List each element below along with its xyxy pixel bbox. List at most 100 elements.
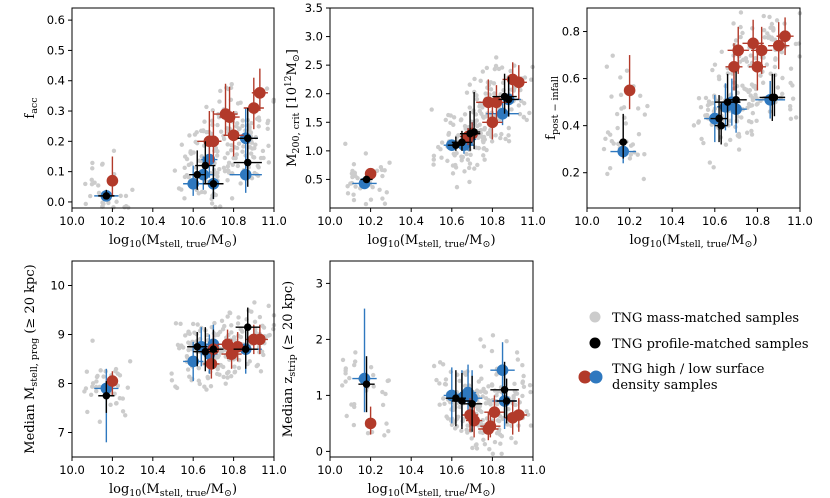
- legend-marker-profile-matched: [589, 337, 601, 349]
- axes-frame: [71, 260, 275, 458]
- sample-dot: [370, 185, 375, 190]
- sample-dot: [474, 93, 479, 98]
- sample-dot: [90, 160, 95, 166]
- sample-dot: [232, 337, 237, 343]
- data-point: [183, 341, 204, 382]
- point-marker: [231, 340, 244, 353]
- point-marker: [770, 93, 779, 102]
- sample-dot: [219, 318, 225, 323]
- sample-dot: [89, 181, 95, 187]
- y-tick-label: 0.3: [47, 104, 65, 118]
- sample-dot: [488, 399, 493, 404]
- sample-dot: [194, 141, 200, 146]
- y-tick-label: 2: [316, 332, 323, 346]
- sample-dot: [499, 434, 505, 439]
- sample-dot: [344, 413, 349, 419]
- point-marker: [468, 400, 476, 408]
- sample-dot: [489, 383, 495, 388]
- x-tick-label: 10.0: [59, 463, 85, 477]
- data-point: [364, 406, 377, 435]
- data-point: [466, 403, 483, 438]
- sample-dot: [118, 193, 123, 199]
- panel-fpost: 10.0 10.2 10.4 10.6 10.8 11.0 0.2 0.4 0.6 0.8 log1…: [544, 7, 813, 250]
- sample-dot: [522, 101, 527, 106]
- sample-dot: [506, 139, 512, 144]
- point-marker: [364, 417, 377, 430]
- sample-dot: [182, 154, 188, 159]
- y-tick-label: 1.0: [305, 144, 323, 158]
- sample-dot: [343, 368, 348, 373]
- sample-dot: [183, 333, 188, 338]
- sample-dot: [472, 89, 477, 95]
- sample-dot: [603, 136, 608, 141]
- sample-dot: [524, 409, 529, 414]
- x-tick-label: 10.2: [358, 214, 384, 228]
- sample-dot: [349, 180, 355, 186]
- sample-dot: [747, 87, 753, 93]
- sample-dot: [475, 162, 480, 168]
- x-tick-label: 10.4: [140, 214, 166, 228]
- sample-dot: [615, 125, 620, 131]
- y-tick-label: 0: [316, 444, 323, 458]
- sample-dot: [213, 192, 219, 198]
- sample-dot: [184, 353, 190, 359]
- sample-dot: [179, 142, 185, 147]
- sample-dot: [235, 321, 241, 326]
- sample-dot: [514, 391, 520, 396]
- sample-dot: [235, 163, 241, 169]
- sample-dot: [489, 348, 495, 354]
- sample-dot: [378, 164, 384, 170]
- sample-dot: [448, 113, 453, 118]
- x-axis-label: log10(Mstell, true/M⊙): [367, 482, 495, 498]
- sample-dot: [363, 201, 369, 207]
- sample-dot: [520, 393, 525, 399]
- sample-dot: [765, 35, 771, 40]
- series-black: [358, 356, 519, 432]
- point-marker: [623, 84, 636, 97]
- sample-dot: [247, 359, 252, 364]
- data-point: [189, 150, 206, 190]
- sample-dot: [711, 165, 716, 170]
- data-point: [714, 102, 728, 145]
- sample-dot: [215, 122, 220, 128]
- sample-dot: [482, 441, 488, 447]
- point-marker: [362, 175, 371, 184]
- sample-dot: [454, 184, 460, 190]
- sample-dot: [489, 139, 495, 144]
- sample-dot: [439, 155, 444, 160]
- sample-dot: [769, 35, 775, 40]
- sample-dot: [499, 131, 504, 137]
- sample-dot: [522, 75, 528, 80]
- sample-dot: [240, 123, 245, 129]
- sample-dot: [94, 379, 99, 384]
- sample-dot: [83, 181, 88, 187]
- sample-dot: [517, 111, 523, 117]
- sample-dot: [468, 152, 473, 157]
- data-point: [251, 68, 268, 112]
- sample-dot: [761, 13, 766, 19]
- sample-dot: [352, 362, 357, 368]
- point-marker: [452, 141, 460, 149]
- sample-dot: [123, 203, 129, 209]
- sample-dot: [514, 350, 520, 355]
- sample-dot: [437, 360, 443, 365]
- sample-dot: [749, 132, 755, 137]
- point-marker: [496, 364, 509, 377]
- sample-dot: [111, 148, 117, 154]
- sample-dot: [464, 151, 469, 157]
- sample-dot: [478, 364, 484, 369]
- sample-dot: [112, 391, 117, 396]
- sample-dot: [223, 381, 228, 386]
- sample-dot: [498, 441, 503, 446]
- sample-dot: [229, 196, 235, 201]
- sample-dot: [386, 429, 391, 434]
- sample-dot: [483, 396, 489, 401]
- point-marker: [452, 394, 460, 403]
- sample-dot: [236, 315, 241, 320]
- sample-dot: [437, 381, 442, 386]
- sample-dot: [467, 105, 472, 110]
- data-point: [725, 71, 747, 124]
- sample-dot: [443, 117, 448, 123]
- x-tick-label: 11.0: [520, 463, 546, 477]
- sample-dot: [748, 53, 754, 58]
